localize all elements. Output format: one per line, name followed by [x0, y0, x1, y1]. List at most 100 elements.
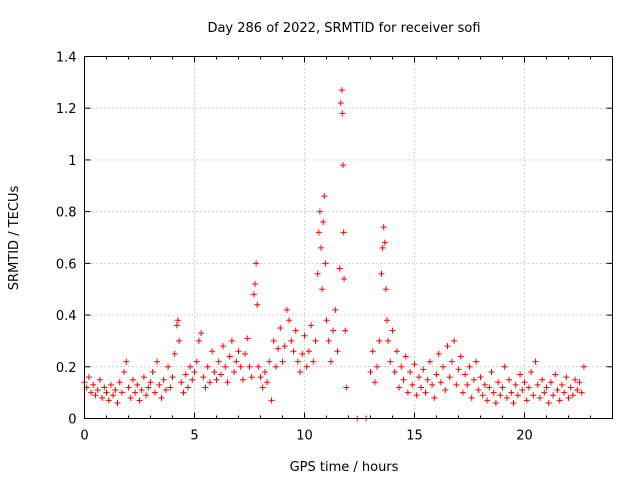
- data-point: [246, 363, 253, 370]
- data-point: [200, 374, 207, 381]
- data-point: [334, 348, 341, 355]
- data-point: [316, 208, 323, 215]
- data-point: [202, 384, 209, 391]
- data-point: [127, 394, 134, 401]
- data-point: [167, 384, 174, 391]
- data-point: [490, 389, 497, 396]
- data-point: [407, 368, 414, 375]
- data-point: [151, 389, 158, 396]
- data-point: [464, 381, 471, 388]
- data-point: [534, 381, 541, 388]
- data-point: [563, 374, 570, 381]
- data-point: [129, 376, 136, 383]
- y-tick-label: 1.4: [56, 51, 77, 66]
- data-point: [455, 366, 462, 373]
- data-point: [567, 384, 574, 391]
- data-point: [96, 376, 103, 383]
- data-point: [224, 379, 231, 386]
- data-point: [486, 384, 493, 391]
- data-point: [376, 337, 383, 344]
- data-point: [525, 384, 532, 391]
- data-point: [134, 381, 141, 388]
- data-point: [90, 381, 97, 388]
- data-point: [448, 358, 455, 365]
- data-point: [290, 348, 297, 355]
- data-point: [279, 358, 286, 365]
- data-point: [220, 343, 227, 350]
- data-point: [528, 368, 535, 375]
- data-point: [160, 376, 167, 383]
- data-point: [204, 363, 211, 370]
- data-point: [116, 379, 123, 386]
- data-point: [123, 358, 130, 365]
- data-point: [235, 348, 242, 355]
- data-point: [554, 387, 561, 394]
- data-point: [561, 389, 568, 396]
- data-point: [552, 371, 559, 378]
- data-point: [470, 376, 477, 383]
- y-tick-label: 0.6: [56, 257, 77, 272]
- data-point: [415, 374, 422, 381]
- data-point: [473, 358, 480, 365]
- data-point: [576, 379, 583, 386]
- data-point: [154, 358, 161, 365]
- data-point: [530, 392, 537, 399]
- data-point: [191, 368, 198, 375]
- data-point: [558, 381, 565, 388]
- data-point: [371, 379, 378, 386]
- data-point: [138, 387, 145, 394]
- data-point: [468, 394, 475, 401]
- data-point: [88, 389, 95, 396]
- data-point: [226, 353, 233, 360]
- data-point: [99, 394, 106, 401]
- data-point: [379, 244, 386, 251]
- data-point: [297, 368, 304, 375]
- data-point: [233, 358, 240, 365]
- axis-ticks: [84, 56, 613, 419]
- data-point: [312, 337, 319, 344]
- data-point: [323, 317, 330, 324]
- data-point: [272, 363, 279, 370]
- data-point: [501, 363, 508, 370]
- data-point: [422, 389, 429, 396]
- data-point: [481, 381, 488, 388]
- data-point: [572, 376, 579, 383]
- data-point: [85, 374, 92, 381]
- data-point: [384, 317, 390, 324]
- data-point: [294, 358, 301, 365]
- data-point: [158, 394, 165, 401]
- data-point: [400, 376, 407, 383]
- data-point: [101, 384, 108, 391]
- data-point: [140, 374, 147, 381]
- data-point: [206, 379, 213, 386]
- data-point: [503, 394, 510, 401]
- data-point: [209, 348, 216, 355]
- data-point: [429, 381, 436, 388]
- data-point: [254, 301, 261, 308]
- data-point: [382, 286, 389, 293]
- data-point: [169, 374, 176, 381]
- data-point: [433, 371, 440, 378]
- data-point: [380, 224, 387, 231]
- data-point: [484, 397, 491, 404]
- data-point: [424, 376, 431, 383]
- data-point: [462, 371, 469, 378]
- data-point: [286, 317, 293, 324]
- data-point: [381, 239, 388, 246]
- data-point: [110, 392, 117, 399]
- data-point: [165, 363, 172, 370]
- data-point: [378, 270, 385, 277]
- data-point: [252, 281, 258, 288]
- data-point: [495, 379, 502, 386]
- data-point: [514, 392, 521, 399]
- data-point: [338, 87, 345, 94]
- data-point: [301, 332, 308, 339]
- x-tick-label: 5: [190, 429, 198, 444]
- data-point: [145, 384, 152, 391]
- data-point: [268, 397, 275, 404]
- data-point: [92, 392, 99, 399]
- data-point: [543, 384, 550, 391]
- data-point: [270, 337, 277, 344]
- data-point: [239, 376, 246, 383]
